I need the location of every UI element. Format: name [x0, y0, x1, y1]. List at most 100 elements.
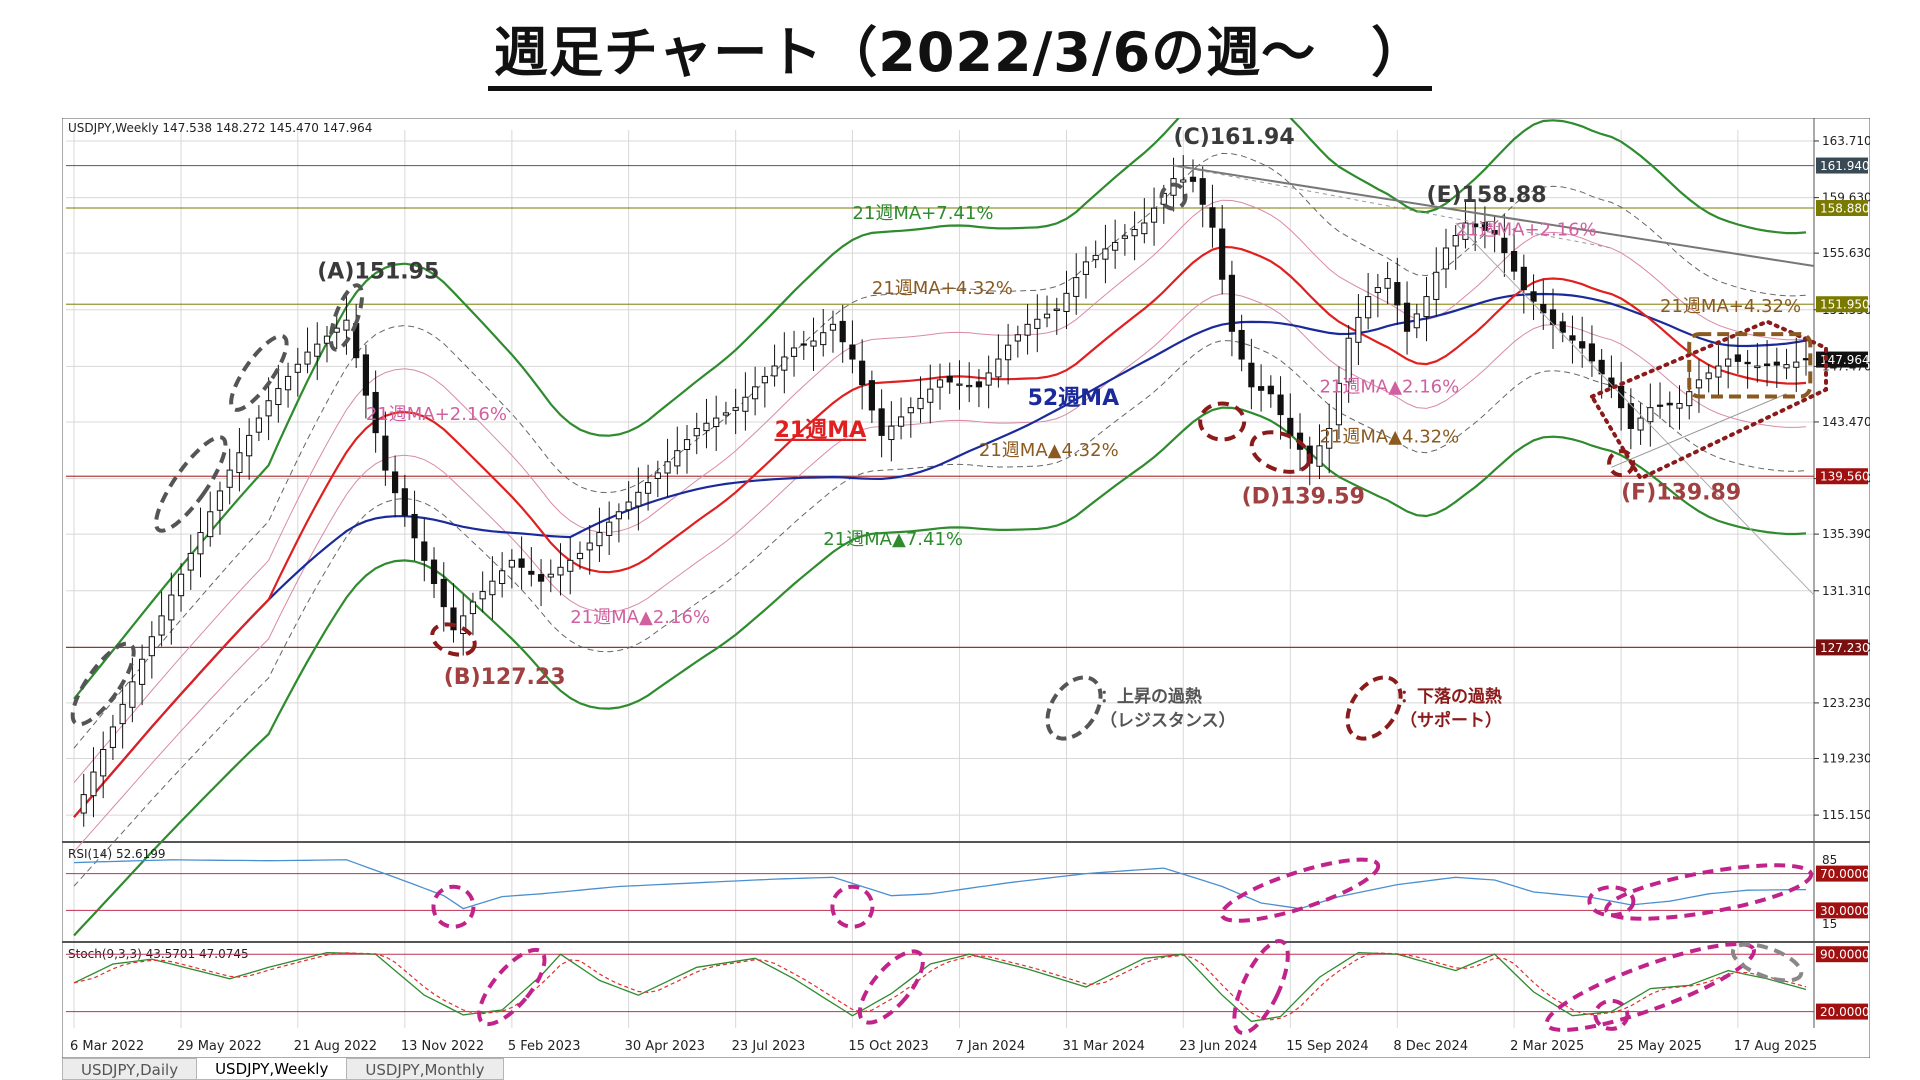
candle-body	[1384, 278, 1391, 289]
candle-body	[440, 578, 447, 608]
price-marker-box	[1816, 296, 1868, 313]
x-tick-label: 31 Mar 2024	[1062, 1039, 1144, 1054]
candle-body	[547, 573, 554, 578]
candle-body	[1150, 207, 1158, 223]
price-marker-label: 158.880	[1820, 202, 1870, 216]
price-marker-label: 139.560	[1820, 470, 1870, 484]
x-tick-label: 21 Aug 2022	[294, 1039, 377, 1054]
x-tick-label: 5 Feb 2023	[508, 1039, 581, 1054]
x-tick-label: 2 Mar 2025	[1510, 1039, 1584, 1054]
candle-body	[1092, 254, 1099, 261]
candle-body	[1802, 358, 1810, 361]
price-marker-box	[1816, 157, 1868, 174]
trend-line-thin	[1455, 222, 1815, 596]
candle-body	[878, 408, 885, 436]
support-ellipse	[1249, 430, 1312, 474]
annotation-label: 21週MA▲7.41%	[823, 529, 963, 550]
resistance-ellipse	[154, 435, 228, 533]
price-marker-label: 151.950	[1820, 298, 1870, 312]
tab-weekly[interactable]: USDJPY,Weekly	[196, 1058, 348, 1080]
candle-body	[479, 591, 486, 600]
candle-body	[625, 501, 632, 511]
stoch-ellipse	[1232, 939, 1290, 1035]
candle-body	[1423, 296, 1430, 318]
candle-body	[275, 388, 282, 405]
oscillator-level-label: 90.0000	[1820, 948, 1870, 962]
candle-body	[1647, 407, 1654, 423]
annotation-label: 21週MA▲2.16%	[570, 607, 710, 628]
candle-body	[917, 397, 924, 410]
candle-body	[382, 435, 389, 471]
candle-body	[654, 472, 661, 479]
price-marker-box	[1816, 468, 1868, 485]
candle-body	[1520, 266, 1527, 291]
annotation-label: (D)139.59	[1242, 484, 1365, 509]
candle-body	[946, 376, 953, 383]
candle-body	[975, 381, 983, 388]
candle-body	[790, 347, 798, 357]
candle-body	[936, 379, 944, 388]
candle-body	[800, 343, 807, 346]
band-plus-4-32	[73, 152, 1807, 749]
candle-body	[1335, 382, 1343, 426]
candle-body	[255, 417, 262, 433]
candle-body	[849, 344, 856, 360]
candle-body	[1686, 391, 1693, 407]
oscillator-signal-line	[73, 952, 1807, 1021]
legend-sublabel: （サポート）	[1400, 710, 1502, 731]
page-title: 週足チャート（2022/3/6の週～ ）	[0, 8, 1920, 91]
candle-body	[139, 658, 146, 685]
legend-ellipse-icon	[1345, 675, 1403, 741]
resistance-trend-line	[1173, 164, 1815, 268]
y-tick-label: 135.390	[1822, 527, 1870, 541]
candle-body	[557, 566, 564, 576]
candle-body	[1744, 361, 1751, 365]
candle-body	[236, 452, 243, 474]
candle-body	[713, 417, 720, 428]
candle-body	[1043, 313, 1051, 319]
candle-body	[1219, 228, 1226, 280]
candle-body	[995, 358, 1002, 378]
candle-body	[985, 372, 992, 386]
candle-body	[1082, 261, 1090, 275]
candle-body	[1773, 361, 1780, 366]
candle-body	[1579, 341, 1586, 349]
candle-body	[1267, 385, 1274, 395]
legend-label: ：下落の過熱	[1400, 686, 1502, 707]
tab-monthly[interactable]: USDJPY,Monthly	[346, 1058, 504, 1080]
candle-body	[1005, 344, 1012, 361]
usdjpy-weekly-chart[interactable]: (A)151.95 (B)127.23 (C)161.94 (D)139.59 (E)1…	[61, 85, 1872, 1059]
chart-frame[interactable]: (A)151.95 (B)127.23 (C)161.94 (D)139.59 (E)1…	[61, 85, 1872, 1059]
candle-body	[1754, 365, 1761, 369]
candle-body	[1131, 228, 1138, 237]
candle-body	[499, 570, 506, 585]
candle-body	[1559, 321, 1566, 333]
candle-body	[362, 354, 370, 396]
stoch-ellipse	[1730, 942, 1804, 983]
symbol-info: USDJPY,Weekly 147.538 148.272 145.470 14…	[68, 121, 372, 135]
tab-daily[interactable]: USDJPY,Daily	[62, 1058, 198, 1080]
x-tick-label: 8 Dec 2024	[1393, 1039, 1468, 1054]
annotation-label: 21週MA+2.16%	[1456, 220, 1597, 241]
annotation-label: 21週MA	[775, 418, 867, 443]
candle-body	[518, 558, 525, 568]
candle-body	[1141, 222, 1148, 235]
candle-body	[265, 400, 272, 417]
candle-body	[450, 607, 457, 631]
candle-body	[1365, 296, 1372, 319]
y-tick-label: 163.710	[1822, 134, 1870, 148]
candle-body	[674, 450, 681, 467]
candle-body	[683, 439, 691, 451]
candle-body	[956, 383, 963, 386]
candle-body	[1540, 304, 1547, 314]
annotation-label: 21週MA▲2.16%	[1319, 376, 1459, 397]
annotation-label: 21週MA+2.16%	[366, 404, 507, 425]
candle-body	[771, 365, 778, 377]
candle-body	[1170, 178, 1177, 196]
rsi-ellipse	[1604, 863, 1814, 921]
price-marker-label: 147.964	[1820, 353, 1870, 367]
candle-body	[1793, 361, 1800, 368]
oscillator-label: RSI(14) 52.6199	[68, 847, 166, 861]
candle-body	[294, 363, 301, 373]
annotation-label: 21週MA+7.41%	[852, 203, 993, 224]
